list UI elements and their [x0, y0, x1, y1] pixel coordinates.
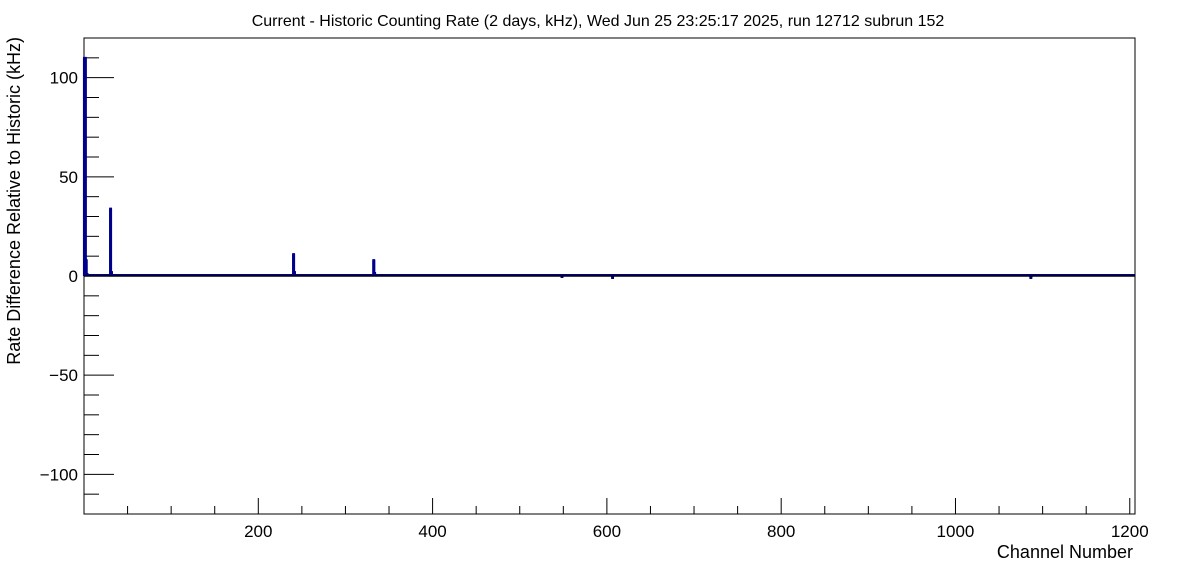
x-tick-label: 600 [593, 522, 621, 541]
x-tick-label: 400 [418, 522, 446, 541]
x-tick-label: 800 [767, 522, 795, 541]
x-tick-label: 200 [244, 522, 272, 541]
y-tick-label: −100 [40, 465, 78, 484]
y-tick-label: −50 [49, 366, 78, 385]
rate-difference-line [83, 56, 1135, 279]
y-tick-label: 100 [50, 69, 78, 88]
x-tick-label: 1200 [1111, 522, 1149, 541]
x-axis-ticks [127, 498, 1131, 514]
x-axis-tick-labels: 200 400 600 800 1000 1200 [244, 522, 1149, 541]
data-series [82, 56, 1135, 279]
y-axis-ticks [84, 57, 114, 495]
x-tick-label: 1000 [937, 522, 975, 541]
y-axis-label: Rate Difference Relative to Historic (kH… [4, 37, 24, 365]
chart-title: Current - Historic Counting Rate (2 days… [252, 13, 945, 30]
y-tick-label: 50 [59, 168, 78, 187]
y-axis-tick-labels: −100 −50 0 50 100 [40, 69, 78, 485]
y-tick-label: 0 [69, 267, 78, 286]
x-axis-label: Channel Number [997, 542, 1133, 562]
